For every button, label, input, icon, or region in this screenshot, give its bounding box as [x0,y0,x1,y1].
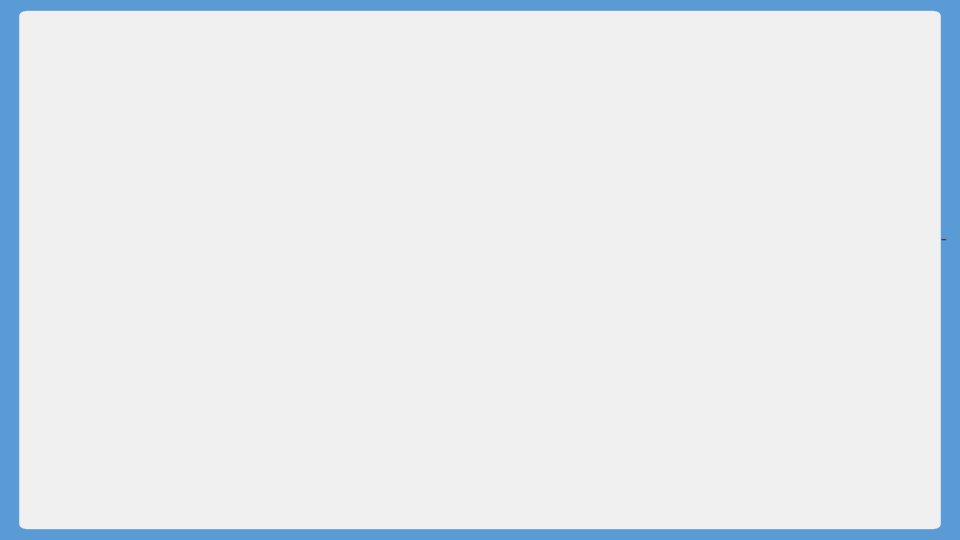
Text: o: o [58,200,68,218]
Text: D-glucitol
(sorbitol): D-glucitol (sorbitol) [695,469,745,490]
Text: called: called [101,165,160,183]
Text: D-glucose
(acyclic): D-glucose (acyclic) [521,469,573,490]
Text: The: The [79,138,122,156]
Text: can be reduced by various reagents to give polyols,: can be reduced by various reagents to gi… [414,138,887,156]
FancyBboxPatch shape [507,320,752,362]
Text: o: o [58,138,68,156]
Text: 13: 13 [898,507,917,522]
Text: Reactions of: Reactions of [691,39,867,63]
Text: Monosaccharides: Monosaccharides [691,77,935,101]
Text: o: o [58,284,68,302]
Text: 1) Reduction of Monosaccharides: 1) Reduction of Monosaccharides [67,53,638,82]
Text: glucitol (sorbitol).: glucitol (sorbitol). [79,256,238,275]
Text: CHO: CHO [526,335,555,348]
Text: carbonyl group of aldoses and ketoses: carbonyl group of aldoses and ketoses [108,138,499,156]
Text: D-glucose
(cyclic): D-glucose (cyclic) [257,469,309,490]
Text: CH₂OH: CH₂OH [662,335,706,348]
Text: Example;: Example; [79,200,172,218]
FancyBboxPatch shape [154,313,811,516]
Text: Sorbitol: Sorbitol [79,284,158,302]
Text: is used commercially as a sweetener and sugar substitute.: is used commercially as a sweetener and … [140,284,678,302]
Text: alditols.: alditols. [149,165,230,183]
Text: or NaBH₄: or NaBH₄ [600,403,638,413]
Text: Catalytic hydrogenation or reduction with sodium borohydride (NaBH₄) converts D-: Catalytic hydrogenation or reduction wit… [79,230,947,248]
Text: H₂, catalyst: H₂, catalyst [595,383,643,393]
